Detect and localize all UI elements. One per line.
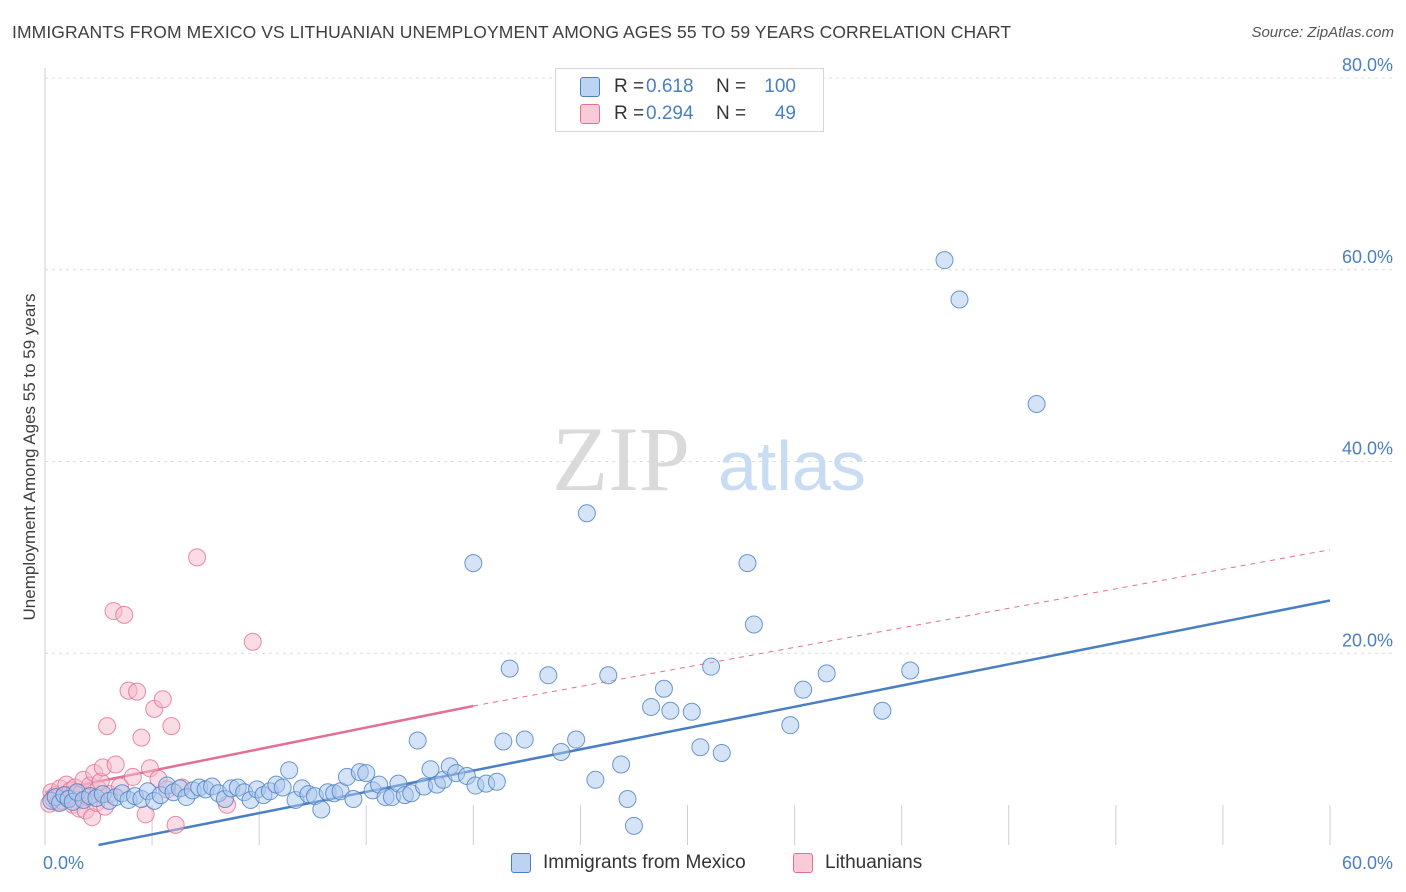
point-mexico [599, 666, 618, 685]
point-lithuanians [123, 767, 142, 786]
point-lithuanians [166, 815, 185, 834]
point-mexico [661, 701, 680, 720]
point-mexico [421, 760, 440, 779]
bottom-legend-lithuanians: Lithuanians [793, 852, 922, 874]
point-mexico [702, 657, 721, 676]
axes [44, 68, 1331, 845]
point-mexico [642, 697, 661, 716]
point-lithuanians [153, 690, 172, 709]
trendline-lithuanians [473, 549, 1331, 707]
legend-r-value: 0.294 [646, 103, 694, 124]
point-mexico [344, 789, 363, 808]
point-lithuanians [115, 605, 134, 624]
trendline-lithuanians [44, 704, 474, 794]
point-mexico [781, 716, 800, 735]
legend-row-mexico: R = 0.618 N = 100 [580, 75, 796, 99]
point-mexico [500, 659, 519, 678]
point-mexico [464, 554, 483, 573]
point-mexico [357, 764, 376, 783]
bottom-legend-swatch-mexico [511, 853, 531, 873]
tick-labels: 20.0% 40.0% 60.0% 80.0% 0.0% 60.0% [43, 55, 1393, 873]
point-mexico [273, 778, 292, 797]
point-mexico [744, 615, 763, 634]
point-lithuanians [162, 717, 181, 736]
point-lithuanians [98, 717, 117, 736]
point-mexico [935, 251, 954, 270]
y-tick-label: 80.0% [1342, 55, 1393, 75]
point-mexico [612, 755, 631, 774]
legend-r-label: R = [614, 103, 645, 124]
point-mexico [494, 732, 513, 751]
point-lithuanians [132, 728, 151, 747]
point-mexico [515, 730, 534, 749]
point-mexico [539, 666, 558, 685]
source-credit: Source: ZipAtlas.com [1251, 24, 1394, 41]
y-tick-label: 60.0% [1342, 247, 1393, 267]
point-mexico [487, 772, 506, 791]
y-tick-label: 20.0% [1342, 630, 1393, 650]
legend-swatch-lithuanians [580, 104, 600, 124]
watermark-atlas: atlas [718, 427, 866, 505]
point-mexico [712, 743, 731, 762]
point-mexico [738, 554, 757, 573]
point-mexico [654, 679, 673, 698]
bottom-legend-label-mexico: Immigrants from Mexico [543, 852, 746, 873]
legend-n-label: N = [716, 103, 747, 124]
legend-r-label: R = [614, 76, 645, 97]
point-mexico [408, 731, 427, 750]
bottom-legend-label-lithuanians: Lithuanians [825, 852, 923, 873]
trendline-mexico [98, 599, 1331, 847]
y-axis-label: Unemployment Among Ages 55 to 59 years [20, 294, 39, 621]
point-mexico [312, 800, 331, 819]
legend-swatch-mexico [580, 77, 600, 97]
grid-lines [45, 77, 1395, 654]
point-mexico [691, 738, 710, 757]
point-mexico [586, 770, 605, 789]
legend-n-value: 49 [774, 103, 796, 124]
legend-r-value: 0.618 [646, 76, 694, 97]
point-mexico [618, 789, 637, 808]
point-lithuanians [243, 632, 262, 651]
legend-row-lithuanians: R = 0.294 N = 49 [580, 102, 796, 126]
point-mexico [950, 290, 969, 309]
point-mexico [567, 730, 586, 749]
point-mexico [794, 680, 813, 699]
point-mexico [682, 702, 701, 721]
data-points [40, 251, 1046, 835]
point-mexico [280, 761, 299, 780]
bottom-legend-swatch-lithuanians [793, 853, 813, 873]
watermark-zip: ZIP [552, 408, 690, 510]
point-mexico [577, 504, 596, 523]
bottom-legend-mexico: Immigrants from Mexico [511, 852, 746, 874]
watermark: ZIP atlas [552, 408, 866, 510]
point-lithuanians [188, 548, 207, 567]
correlation-legend: R = 0.618 N = 100 R = 0.294 N = 49 [555, 68, 824, 132]
point-lithuanians [106, 755, 125, 774]
y-tick-label: 40.0% [1342, 439, 1393, 459]
point-mexico [624, 816, 643, 835]
x-tick-label: 60.0% [1342, 853, 1393, 873]
point-mexico [873, 701, 892, 720]
legend-n-value: 100 [764, 76, 796, 97]
point-mexico [1027, 394, 1046, 413]
point-mexico [901, 661, 920, 680]
point-mexico [552, 743, 571, 762]
x-tick-label: 0.0% [43, 853, 84, 873]
legend-n-label: N = [716, 76, 747, 97]
chart-title: IMMIGRANTS FROM MEXICO VS LITHUANIAN UNE… [12, 22, 1012, 42]
point-lithuanians [128, 682, 147, 701]
trendlines [44, 549, 1331, 847]
point-mexico [817, 664, 836, 683]
